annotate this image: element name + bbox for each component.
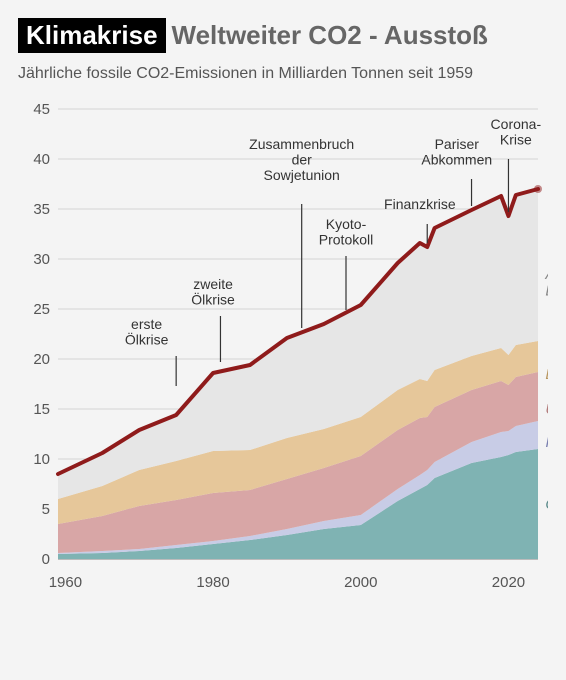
svg-text:2000: 2000 (344, 574, 377, 591)
region-label-usa: USA (545, 401, 548, 418)
svg-text:2020: 2020 (492, 574, 525, 591)
svg-text:1980: 1980 (196, 574, 229, 591)
emissions-chart: 0 5 10 15 20 25 30 35 40 45 1960 1980 2000 2020 ersteÖ… (18, 99, 548, 624)
region-label-europa: Europa (545, 366, 548, 383)
svg-text:5: 5 (42, 501, 50, 518)
annotation-label: Finanzkrise (384, 196, 456, 212)
annotation-label: Kyoto-Protokoll (319, 216, 373, 247)
annotation-label: zweiteÖlkrise (191, 276, 235, 307)
title-badge: Klimakrise (18, 18, 166, 53)
svg-text:10: 10 (33, 451, 50, 468)
svg-text:1960: 1960 (49, 574, 82, 591)
svg-text:15: 15 (33, 401, 50, 418)
chart-subtitle: Jährliche fossile CO2-Emissionen in Mill… (18, 63, 548, 85)
annotation-label: PariserAbkommen (421, 136, 492, 167)
svg-text:0: 0 (42, 551, 50, 568)
svg-text:45: 45 (33, 101, 50, 118)
title-rest: Weltweiter CO2 - Ausstoß (172, 20, 488, 50)
annotation-label: ersteÖlkrise (125, 316, 169, 347)
svg-text:35: 35 (33, 201, 50, 218)
svg-text:25: 25 (33, 301, 50, 318)
svg-text:40: 40 (33, 151, 50, 168)
region-label-china: China (545, 496, 548, 513)
annotation-label: Corona-Krise (491, 116, 542, 147)
region-label-indien: Indien (545, 434, 548, 451)
chart-title: Klimakrise Weltweiter CO2 - Ausstoß (18, 18, 548, 53)
svg-text:20: 20 (33, 351, 50, 368)
svg-text:30: 30 (33, 251, 50, 268)
region-label-andere: AndereLänder (544, 266, 548, 300)
chart-svg: 0 5 10 15 20 25 30 35 40 45 1960 1980 2000 2020 ersteÖ… (18, 99, 548, 619)
